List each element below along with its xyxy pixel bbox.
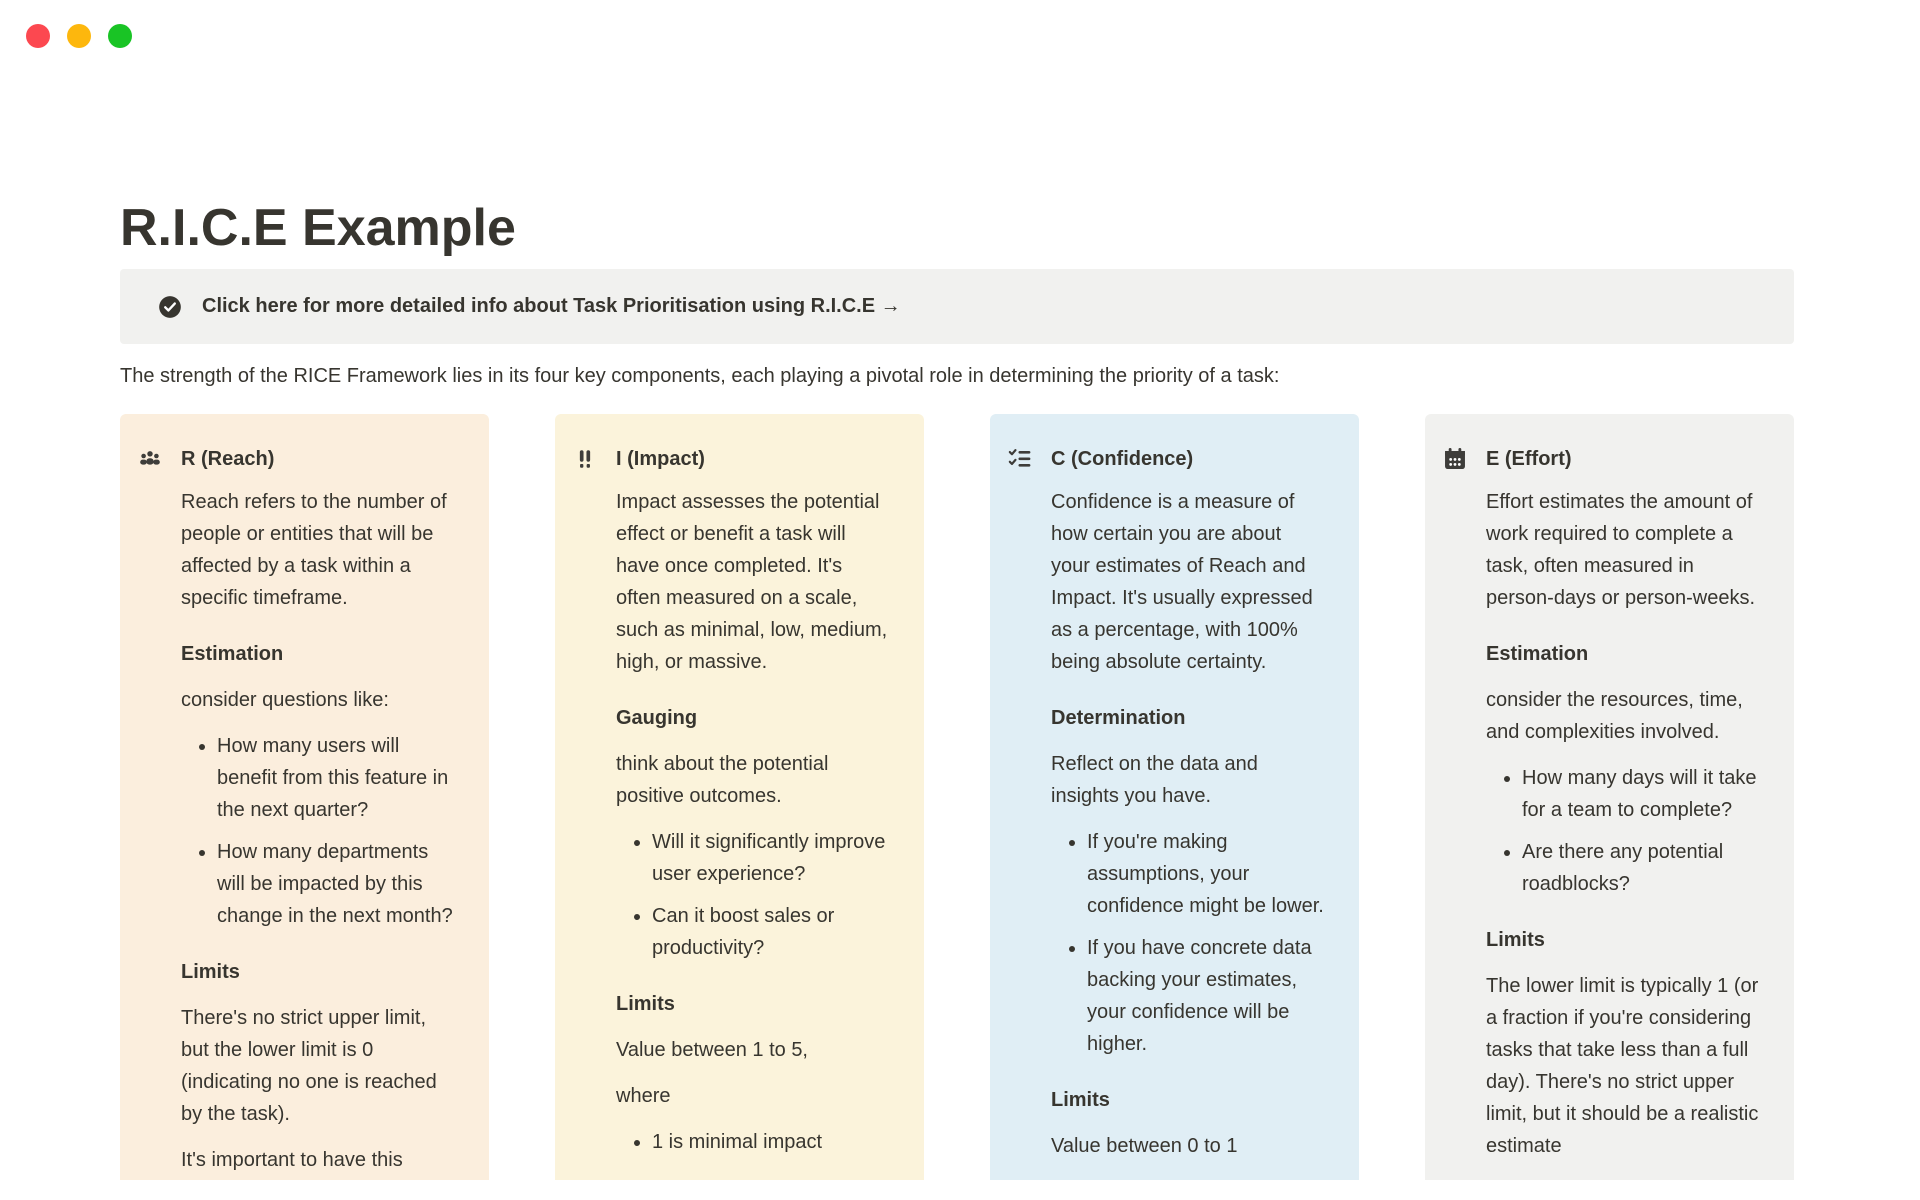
column-card-impact: I (Impact) Impact assesses the potential … (555, 414, 924, 1180)
checklist-icon (1005, 444, 1035, 474)
column-body-effort: Effort estimates the amount of work requ… (1486, 486, 1760, 1162)
page-title: R.I.C.E Example (120, 199, 516, 257)
close-button[interactable] (26, 24, 50, 48)
sub-heading: Limits (1486, 929, 1545, 951)
sub-heading: Estimation (181, 643, 284, 665)
minimize-button[interactable] (67, 24, 91, 48)
column-title: C (Confidence) (1051, 447, 1194, 470)
paragraph: consider the resources, time, and comple… (1486, 689, 1743, 743)
paragraph: Effort estimates the amount of work requ… (1486, 491, 1756, 609)
list-item: If you're making assumptions, your confi… (1087, 826, 1325, 922)
bullet-list: How many users will benefit from this fe… (181, 730, 455, 932)
sub-heading: Limits (1051, 1089, 1110, 1111)
column-header-effort: E (Effort) (1440, 444, 1778, 474)
column-body-reach: Reach refers to the number of people or … (181, 486, 455, 1180)
callout-text: Click here for more detailed info about … (202, 295, 901, 317)
list-item: How many departments will be impacted by… (217, 836, 455, 932)
column-title: R (Reach) (181, 447, 275, 470)
list-item: How many users will benefit from this fe… (217, 730, 455, 826)
list-item: If you have concrete data backing your e… (1087, 932, 1325, 1060)
users-icon (135, 444, 165, 474)
list-item: Are there any potential roadblocks? (1522, 836, 1760, 900)
paragraph: think about the potential positive outco… (616, 753, 829, 807)
column-header-confidence: C (Confidence) (1005, 444, 1343, 474)
paragraph: Reach refers to the number of people or … (181, 491, 447, 609)
sub-heading: Limits (181, 961, 240, 983)
paragraph: The lower limit is typically 1 (or a fra… (1486, 975, 1759, 1157)
paragraph: consider questions like: (181, 689, 389, 711)
paragraph: Confidence is a measure of how certain y… (1051, 491, 1313, 673)
double-exclamation-icon (570, 444, 600, 474)
paragraph: There's no strict upper limit, but the l… (181, 1007, 437, 1125)
bullet-list: If you're making assumptions, your confi… (1051, 826, 1325, 1060)
sub-heading: Limits (616, 993, 675, 1015)
sub-heading: Estimation (1486, 643, 1589, 665)
bullet-list: Will it significantly improve user exper… (616, 826, 890, 964)
columns: R (Reach) Reach refers to the number of p… (120, 414, 1794, 1180)
list-item: Will it significantly improve user exper… (652, 826, 890, 890)
bullet-list: How many days will it take for a team to… (1486, 762, 1760, 900)
column-title: I (Impact) (616, 447, 705, 470)
column-card-reach: R (Reach) Reach refers to the number of p… (120, 414, 489, 1180)
page-content: R.I.C.E Example Click here for more deta… (120, 0, 1794, 1180)
intro-text: The strength of the RICE Framework lies … (120, 365, 1280, 387)
check-circle-icon (157, 294, 183, 320)
column-card-effort: E (Effort) Effort estimates the amount of… (1425, 414, 1794, 1180)
list-item: 1 is minimal impact (652, 1126, 890, 1158)
sub-heading: Determination (1051, 707, 1186, 729)
paragraph: Impact assesses the potential effect or … (616, 491, 888, 673)
column-header-reach: R (Reach) (135, 444, 473, 474)
column-body-impact: Impact assesses the potential effect or … (616, 486, 890, 1158)
paragraph: where (616, 1085, 671, 1107)
calendar-icon (1440, 444, 1470, 474)
list-item: How many days will it take for a team to… (1522, 762, 1760, 826)
window-controls (26, 24, 132, 48)
list-item: Can it boost sales or productivity? (652, 900, 890, 964)
column-body-confidence: Confidence is a measure of how certain y… (1051, 486, 1325, 1162)
column-header-impact: I (Impact) (570, 444, 908, 474)
column-title: E (Effort) (1486, 447, 1572, 470)
zoom-button[interactable] (108, 24, 132, 48)
paragraph: Reflect on the data and insights you hav… (1051, 753, 1258, 807)
paragraph: It's important to have this number backe… (181, 1149, 403, 1171)
paragraph: Value between 1 to 5, (616, 1039, 808, 1061)
bullet-list: 1 is minimal impact (616, 1126, 890, 1158)
callout-link[interactable]: Click here for more detailed info about … (120, 269, 1794, 344)
sub-heading: Gauging (616, 707, 698, 729)
paragraph: Value between 0 to 1 (1051, 1135, 1238, 1157)
column-card-confidence: C (Confidence) Confidence is a measure of… (990, 414, 1359, 1180)
